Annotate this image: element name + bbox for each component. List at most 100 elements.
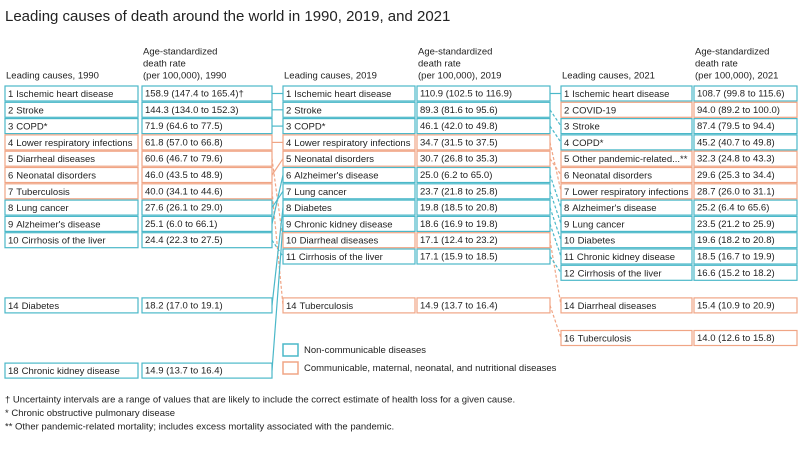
rate-header: Age-standardized [418,47,492,58]
cause-label: 14 Tuberculosis [286,300,353,311]
rank: 5 [564,154,569,165]
cause-box [4,150,139,167]
legend-swatch [282,361,299,375]
cause-box [560,248,693,265]
rank: 4 [8,137,13,148]
cause-box [4,297,139,314]
links [271,92,562,371]
rank: 3 [286,121,291,132]
cause-box [560,297,693,314]
footnote: ** Other pandemic-related mortality; inc… [5,422,394,433]
rate-header: (per 100,000), 2019 [418,71,501,82]
cause: Diarrheal diseases [300,235,379,246]
cause-box [4,362,139,379]
rate-box [693,183,798,200]
cause-label: 4 Lower respiratory infections [8,137,133,148]
cause: Neonatal disorders [294,154,374,165]
link [549,158,562,176]
link [549,305,562,339]
rate-box [416,166,551,184]
link [271,158,284,176]
cause: COPD* [16,121,47,132]
rate-label: 158.9 (147.4 to 165.4)† [145,89,244,100]
cause: Lung cancer [572,219,624,230]
cause: Alzheimer's disease [294,170,378,181]
rate-header: death rate [143,59,186,70]
rate-box [141,101,273,118]
rate-label: 17.1 (12.4 to 23.2) [420,235,498,246]
rate-header: Age-standardized [695,47,769,58]
rate-box [416,297,551,314]
cause-label: 14 Diarrheal diseases [564,300,657,311]
cause-label: 2 Stroke [8,105,44,116]
footnote: * Chronic obstructive pulmonary disease [5,408,175,419]
rate-box [693,215,798,232]
cause-box [282,134,416,151]
cause-label: 12 Cirrhosis of the liver [564,268,662,279]
cause: Ischemic heart disease [572,89,669,100]
rate-box [416,248,551,265]
rate-label: 46.0 (43.5 to 48.9) [145,170,223,181]
rate-label: 16.6 (15.2 to 18.2) [697,268,775,279]
cause-label: 7 Tuberculosis [8,186,70,197]
link [271,174,284,225]
cause: Diabetes [294,203,332,214]
cause-header: Leading causes, 2021 [562,71,655,82]
rate-box [693,117,798,135]
rate-label: 15.4 (10.9 to 20.9) [697,300,775,311]
cause-box [4,101,139,118]
cause: Cirrhosis of the liver [299,252,383,263]
rate-label: 30.7 (26.8 to 35.3) [420,154,498,165]
link [549,207,562,241]
link [549,191,562,225]
cause-box [282,166,416,184]
rate-box [141,134,273,151]
cause: Lower respiratory infections [572,186,688,197]
rate-box [693,150,798,167]
rate-header: Age-standardized [143,47,217,58]
cause-header: Leading causes, 2019 [284,71,377,82]
cause-label: 10 Diabetes [564,235,615,246]
rate-label: 29.6 (25.3 to 34.4) [697,170,775,181]
rank: 5 [286,154,291,165]
cause: Lower respiratory infections [16,137,132,148]
link [549,240,562,306]
cause: Neonatal disorders [16,170,96,181]
cause-box [282,150,416,167]
rate-label: 23.5 (21.2 to 25.9) [697,219,775,230]
cause-box [560,85,693,102]
link [549,142,562,192]
rank: 2 [286,105,291,116]
cause: Tuberculosis [578,333,632,344]
rate-box [416,101,551,118]
cause: Stroke [16,105,43,116]
rate-label: 46.1 (42.0 to 49.8) [420,121,498,132]
rank: 3 [564,121,569,132]
rate-label: 24.4 (22.3 to 27.5) [145,235,223,246]
cause: Neonatal disorders [572,170,652,181]
rate-box [141,85,273,102]
link [549,256,562,274]
rate-box [693,329,798,347]
cause: COPD* [572,137,603,148]
cause-label: 3 COPD* [8,121,48,132]
cause-box [4,215,139,232]
rank: 12 [564,268,575,279]
rank: 2 [8,105,13,116]
cause-label: 2 Stroke [286,105,322,116]
rank: 9 [286,219,291,230]
link [549,223,562,257]
cause-label: 1 Ischemic heart disease [286,89,391,100]
rate-label: 25.1 (6.0 to 66.1) [145,219,217,230]
rate-box [141,297,273,314]
rank: 8 [8,203,13,214]
cause-label: 10 Diarrheal diseases [286,235,379,246]
cause-box [560,166,693,184]
rank: 14 [286,300,297,311]
rate-box [141,150,273,167]
rank: 3 [8,121,13,132]
cause-box [282,85,416,102]
cause-label: 7 Lung cancer [286,186,347,197]
cause: Cirrhosis of the liver [578,268,662,279]
